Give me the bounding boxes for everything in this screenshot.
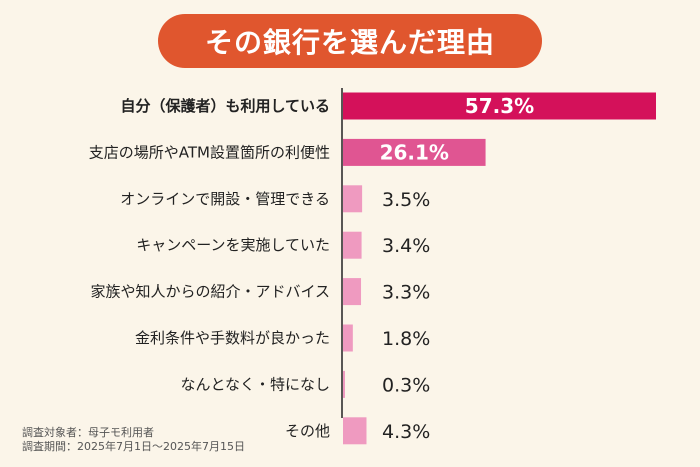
bar [343, 185, 363, 213]
value-label: 57.3% [465, 94, 534, 118]
category-label: なんとなく・特になし [180, 375, 330, 393]
category-label: オンラインで開設・管理できる [120, 190, 330, 208]
category-label: 支店の場所やATM設置箇所の利便性 [89, 143, 330, 161]
bar [343, 370, 345, 398]
footnote-target: 調査対象者：母子モ利用者 [22, 426, 154, 439]
footnote-period: 調査期間：2025年7月1日〜2025年7月15日 [22, 440, 245, 453]
value-label: 26.1% [380, 140, 449, 164]
bar [343, 92, 656, 120]
value-label: 1.8% [382, 328, 430, 350]
value-label: 0.3% [382, 374, 430, 396]
category-label: キャンペーンを実施していた [136, 236, 330, 254]
chart-title: その銀行を選んだ理由 [158, 14, 542, 68]
category-label: 自分（保護者）も利用している [120, 97, 330, 115]
category-label: 金利条件や手数料が良かった [135, 329, 330, 347]
value-label: 3.3% [382, 282, 430, 304]
bar [343, 138, 486, 166]
bar [343, 278, 362, 306]
category-label: その他 [285, 422, 330, 440]
bar [343, 231, 362, 259]
value-label: 3.5% [382, 189, 430, 211]
value-label: 3.4% [382, 235, 430, 257]
value-label: 4.3% [382, 421, 430, 443]
category-label: 家族や知人からの紹介・アドバイス [90, 283, 330, 301]
bar [343, 324, 353, 352]
bar [343, 417, 367, 445]
